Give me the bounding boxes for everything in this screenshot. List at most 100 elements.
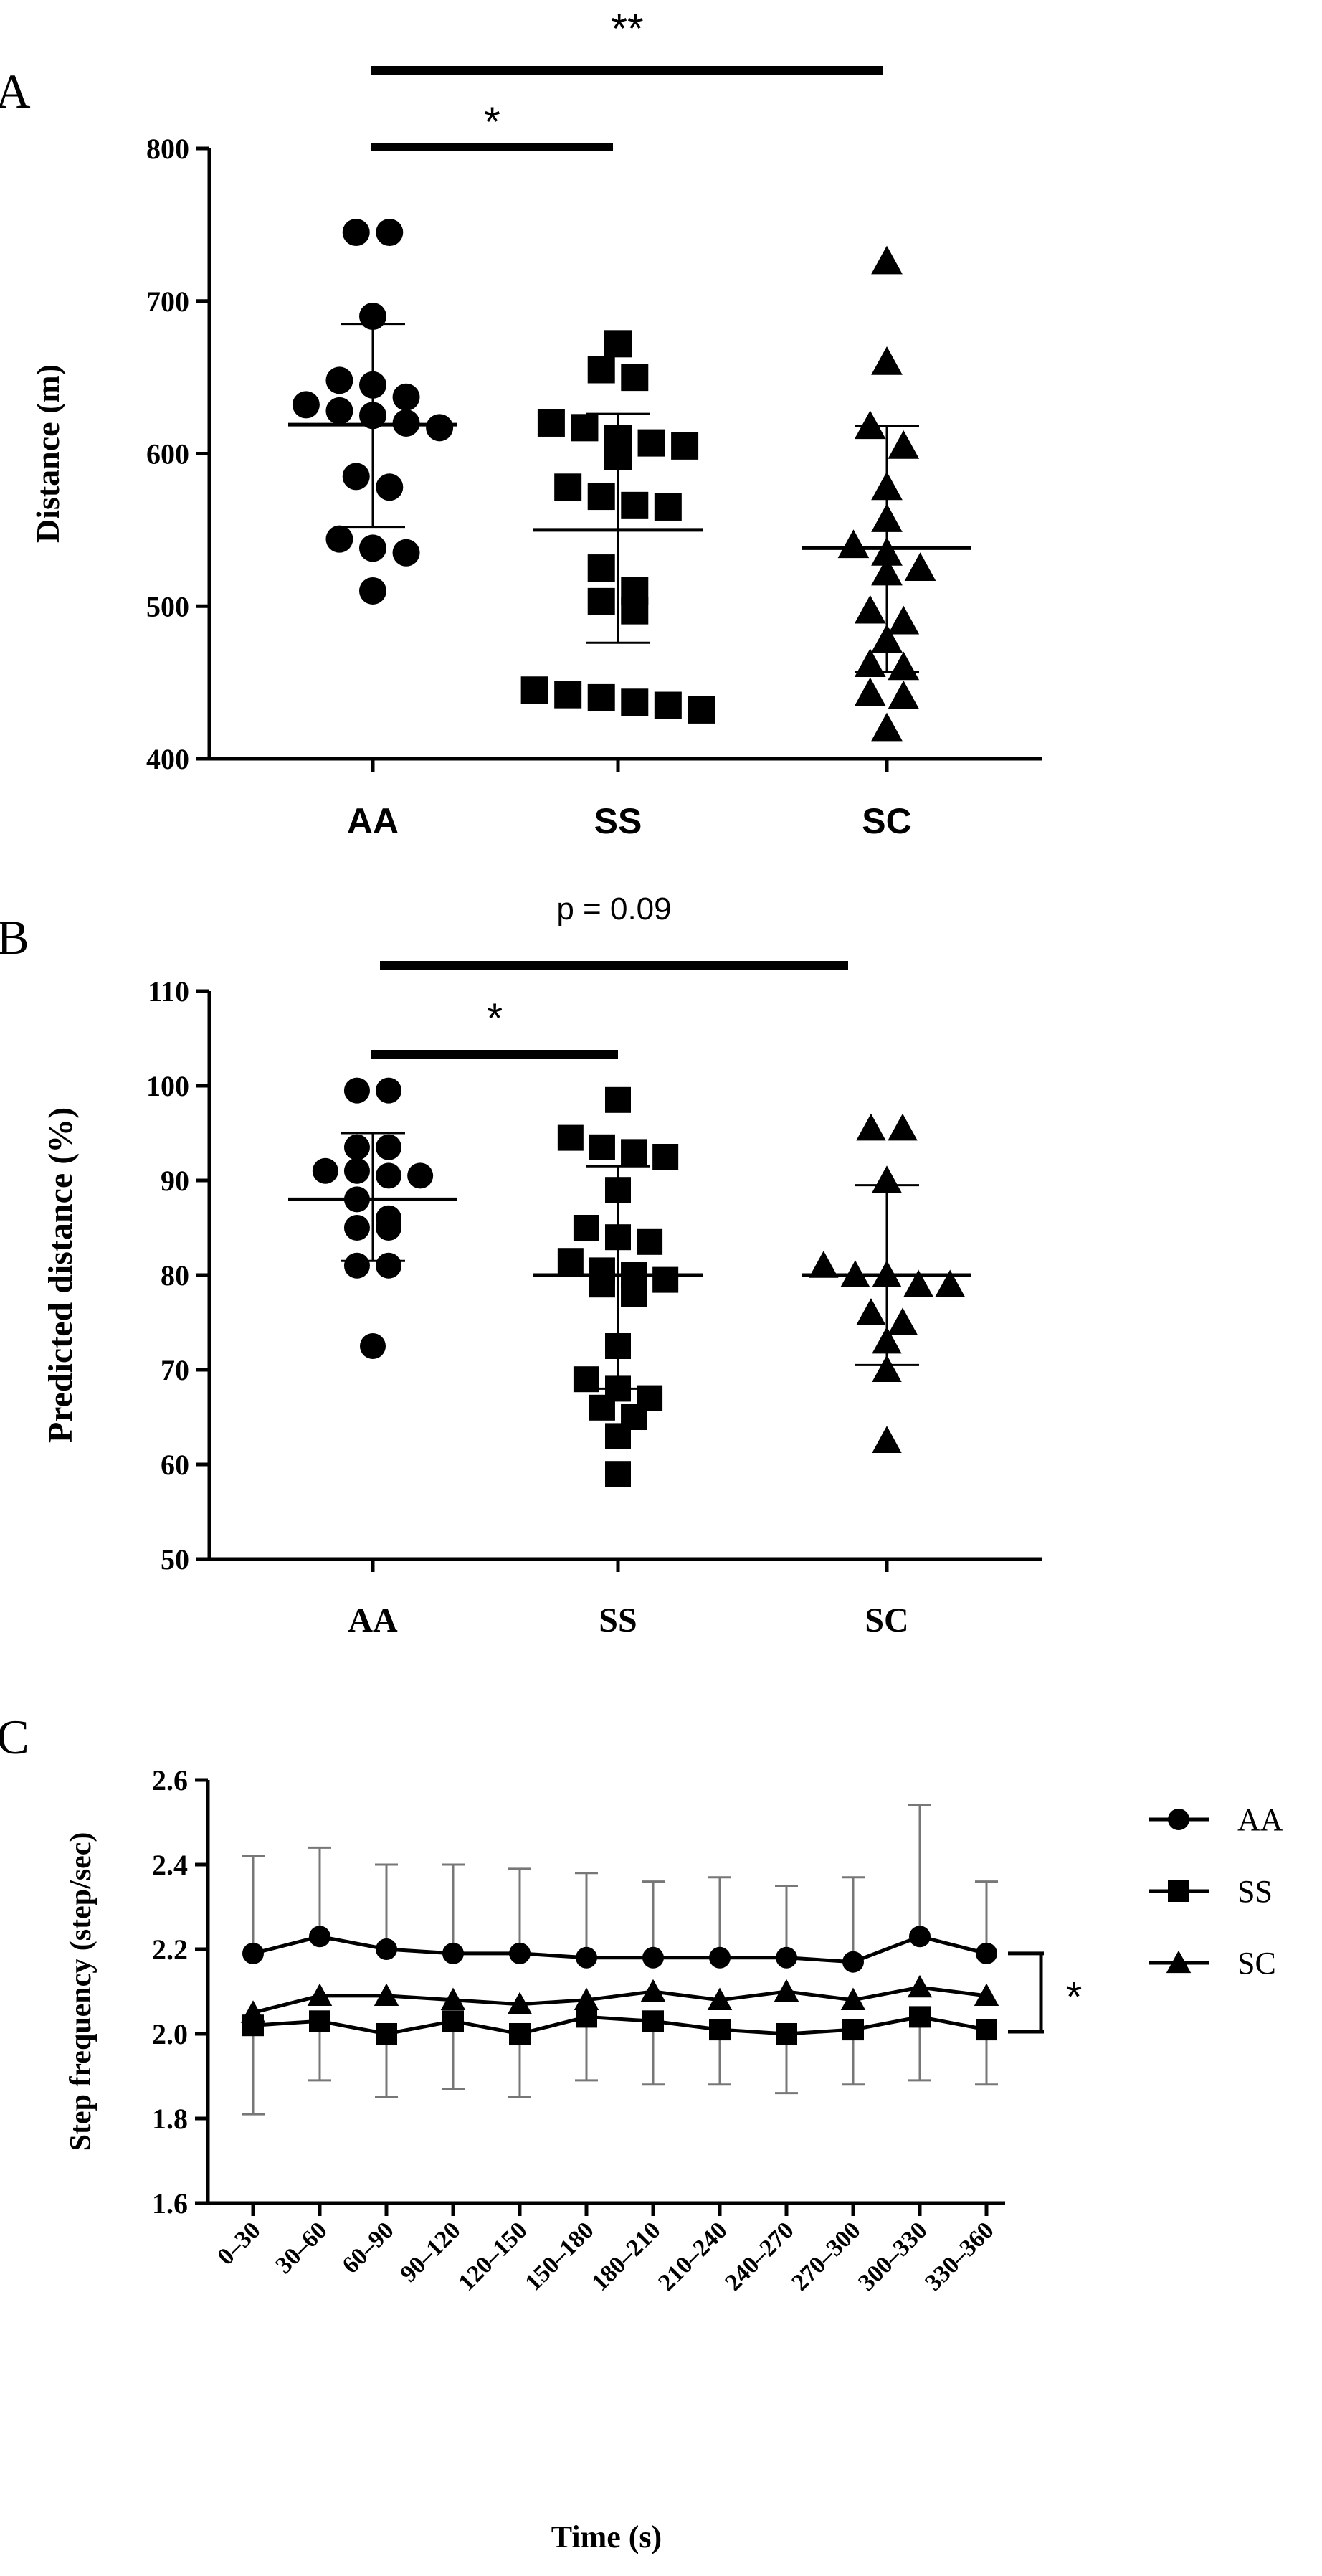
data-point bbox=[621, 688, 649, 716]
data-point bbox=[359, 534, 386, 562]
data-point bbox=[507, 1992, 533, 2014]
data-point bbox=[888, 1113, 918, 1141]
data-point bbox=[571, 414, 599, 442]
data-point bbox=[240, 2000, 266, 2023]
data-point bbox=[325, 366, 353, 394]
x-tick-label: SC bbox=[862, 801, 911, 841]
data-point bbox=[342, 463, 370, 491]
y-tick-label: 50 bbox=[161, 1543, 189, 1576]
y-tick-label: 1.8 bbox=[152, 2103, 188, 2135]
data-point bbox=[974, 1983, 999, 2007]
data-point bbox=[605, 1461, 631, 1487]
data-point bbox=[509, 1942, 531, 1964]
data-point bbox=[621, 597, 649, 625]
data-point bbox=[557, 1248, 584, 1274]
y-tick-label: 400 bbox=[146, 743, 189, 775]
data-point bbox=[537, 409, 565, 437]
x-tick-label: 210–240 bbox=[653, 2217, 732, 2296]
data-point bbox=[621, 1139, 647, 1165]
data-point bbox=[587, 554, 615, 582]
series-line-SC bbox=[252, 1985, 987, 2014]
x-tick-label: SS bbox=[594, 801, 642, 841]
data-point bbox=[307, 1983, 333, 2007]
legend-marker bbox=[1166, 1950, 1192, 1974]
y-tick-label: 2.4 bbox=[152, 1849, 188, 1881]
data-point bbox=[343, 1134, 370, 1160]
data-point bbox=[376, 473, 404, 501]
data-point bbox=[840, 1987, 866, 2010]
y-tick-label: 100 bbox=[146, 1070, 189, 1102]
data-point bbox=[554, 473, 582, 501]
data-point bbox=[709, 2019, 731, 2041]
data-point bbox=[376, 1938, 397, 1960]
data-point bbox=[776, 1946, 797, 1969]
data-point bbox=[509, 2023, 531, 2045]
data-point bbox=[376, 219, 404, 247]
data-point bbox=[376, 2023, 397, 2045]
data-point bbox=[654, 691, 682, 719]
data-point bbox=[604, 330, 632, 358]
panel-C: C Step frequency (step/sec) 1.6 1.8 2.0 2.2 2.… bbox=[0, 1710, 1283, 2554]
data-point bbox=[837, 529, 870, 559]
data-point bbox=[776, 2023, 797, 2045]
data-point bbox=[573, 1215, 599, 1241]
data-point bbox=[442, 2010, 464, 2032]
y-tick-label: 2.6 bbox=[152, 1764, 188, 1796]
data-point bbox=[707, 1987, 733, 2010]
data-point bbox=[587, 683, 615, 711]
series-line-AA bbox=[252, 1934, 987, 1964]
significance-label: * bbox=[487, 995, 503, 1042]
data-point bbox=[888, 430, 920, 459]
data-point bbox=[605, 1423, 631, 1449]
data-point bbox=[376, 1134, 402, 1160]
y-tick-label: 600 bbox=[146, 438, 189, 470]
data-point bbox=[640, 1979, 666, 2002]
y-tick-label: 800 bbox=[146, 133, 189, 165]
data-point bbox=[904, 552, 936, 581]
data-point bbox=[392, 539, 420, 567]
data-point bbox=[342, 219, 370, 247]
legend-label: SS bbox=[1237, 1874, 1273, 1909]
x-tick-label: 150–180 bbox=[520, 2217, 599, 2296]
data-point bbox=[871, 245, 903, 275]
data-point bbox=[376, 1162, 402, 1189]
data-point bbox=[903, 1269, 933, 1297]
data-point bbox=[343, 1077, 370, 1104]
data-point bbox=[426, 414, 454, 442]
data-point bbox=[440, 1987, 466, 2010]
data-point bbox=[312, 1157, 338, 1184]
x-tick-label: 30–60 bbox=[270, 2217, 332, 2278]
data-point bbox=[888, 605, 920, 635]
data-point bbox=[909, 1926, 931, 1948]
legend-marker bbox=[1168, 1880, 1189, 1902]
data-point bbox=[854, 595, 886, 624]
panel-letter: B bbox=[0, 910, 29, 965]
data-point bbox=[374, 1983, 399, 2007]
data-point bbox=[309, 2010, 330, 2032]
y-tick-label: 500 bbox=[146, 590, 189, 622]
legend-label: AA bbox=[1237, 1802, 1283, 1837]
data-point bbox=[654, 493, 682, 521]
data-point bbox=[587, 587, 615, 615]
data-point bbox=[520, 676, 548, 704]
y-axis-title: Predicted distance (%) bbox=[42, 1107, 80, 1443]
significance-label: ** bbox=[611, 6, 643, 52]
data-point bbox=[325, 397, 353, 425]
data-point bbox=[888, 1307, 918, 1335]
data-point bbox=[856, 1298, 886, 1325]
x-tick-label: SS bbox=[599, 1601, 637, 1639]
data-point bbox=[709, 1946, 731, 1969]
data-point bbox=[809, 1251, 839, 1278]
data-point bbox=[854, 648, 886, 678]
x-tick-label: 0–30 bbox=[212, 2217, 265, 2270]
data-point bbox=[909, 2006, 931, 2028]
data-point bbox=[774, 1979, 799, 2002]
data-point bbox=[554, 681, 582, 709]
data-point bbox=[907, 1974, 933, 1998]
y-tick-label: 60 bbox=[161, 1449, 189, 1481]
x-tick-label: 300–330 bbox=[853, 2217, 932, 2296]
panel-letter: A bbox=[0, 64, 31, 118]
data-point bbox=[652, 1266, 679, 1293]
y-tick-label: 1.6 bbox=[152, 2187, 188, 2220]
x-axis-title: Time (s) bbox=[551, 2519, 662, 2554]
